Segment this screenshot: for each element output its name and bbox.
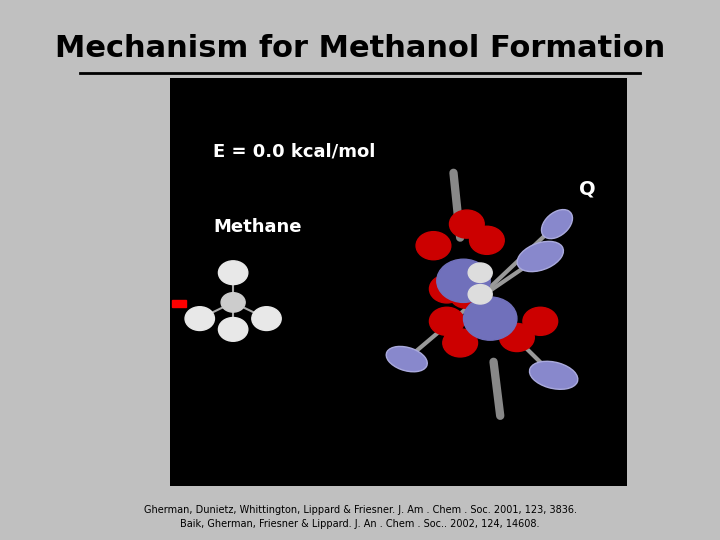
Ellipse shape <box>517 241 564 272</box>
Text: E = 0.0 kcal/mol: E = 0.0 kcal/mol <box>213 142 375 160</box>
Text: Methane: Methane <box>213 218 302 236</box>
Circle shape <box>468 285 492 304</box>
Circle shape <box>449 210 485 238</box>
Circle shape <box>416 232 451 260</box>
Circle shape <box>449 280 485 308</box>
Circle shape <box>218 261 248 285</box>
Circle shape <box>429 275 464 303</box>
Text: Baik, Gherman, Friesner & Lippard. J. An . Chem . Soc.. 2002, 124, 14608.: Baik, Gherman, Friesner & Lippard. J. An… <box>180 519 540 529</box>
Circle shape <box>185 307 215 330</box>
Bar <box>171 300 186 307</box>
Circle shape <box>500 323 534 352</box>
Circle shape <box>429 307 464 335</box>
Ellipse shape <box>541 210 572 239</box>
Text: Gherman, Dunietz, Whittington, Lippard & Friesner. J. Am . Chem . Soc. 2001, 123: Gherman, Dunietz, Whittington, Lippard &… <box>143 505 577 515</box>
Ellipse shape <box>386 347 427 372</box>
Circle shape <box>468 263 492 282</box>
Circle shape <box>439 269 474 298</box>
Circle shape <box>469 226 504 254</box>
Circle shape <box>218 318 248 341</box>
Circle shape <box>464 297 517 340</box>
Text: Mechanism for Methanol Formation: Mechanism for Methanol Formation <box>55 34 665 63</box>
Ellipse shape <box>529 361 578 389</box>
Circle shape <box>523 307 558 335</box>
Text: Q: Q <box>579 179 595 199</box>
Circle shape <box>252 307 282 330</box>
Circle shape <box>221 293 245 312</box>
Circle shape <box>437 259 490 302</box>
Circle shape <box>443 329 477 357</box>
FancyBboxPatch shape <box>170 78 627 486</box>
